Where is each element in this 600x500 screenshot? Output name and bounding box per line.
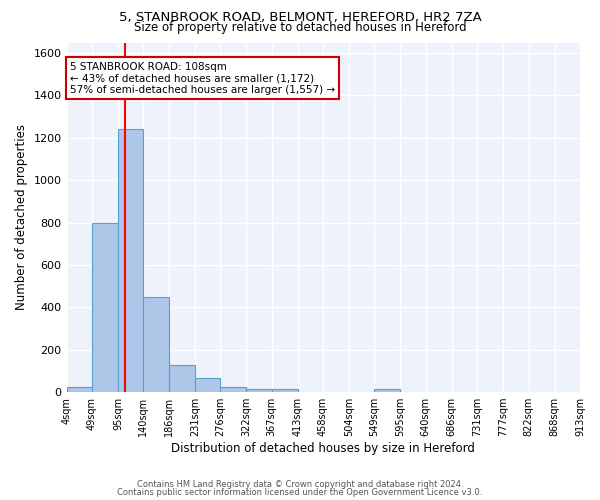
Bar xyxy=(143,296,169,392)
Bar xyxy=(118,130,143,392)
Bar xyxy=(220,387,246,392)
Bar xyxy=(92,222,118,392)
Text: 5 STANBROOK ROAD: 108sqm
← 43% of detached houses are smaller (1,172)
57% of sem: 5 STANBROOK ROAD: 108sqm ← 43% of detach… xyxy=(70,62,335,95)
Bar xyxy=(374,389,400,392)
Text: Contains public sector information licensed under the Open Government Licence v3: Contains public sector information licen… xyxy=(118,488,482,497)
Bar xyxy=(195,378,220,392)
Text: Contains HM Land Registry data © Crown copyright and database right 2024.: Contains HM Land Registry data © Crown c… xyxy=(137,480,463,489)
Bar xyxy=(272,389,298,392)
Bar xyxy=(169,364,195,392)
Y-axis label: Number of detached properties: Number of detached properties xyxy=(15,124,28,310)
Text: 5, STANBROOK ROAD, BELMONT, HEREFORD, HR2 7ZA: 5, STANBROOK ROAD, BELMONT, HEREFORD, HR… xyxy=(119,11,481,24)
Bar xyxy=(67,387,92,392)
Bar xyxy=(246,389,272,392)
X-axis label: Distribution of detached houses by size in Hereford: Distribution of detached houses by size … xyxy=(172,442,475,455)
Text: Size of property relative to detached houses in Hereford: Size of property relative to detached ho… xyxy=(134,22,466,35)
